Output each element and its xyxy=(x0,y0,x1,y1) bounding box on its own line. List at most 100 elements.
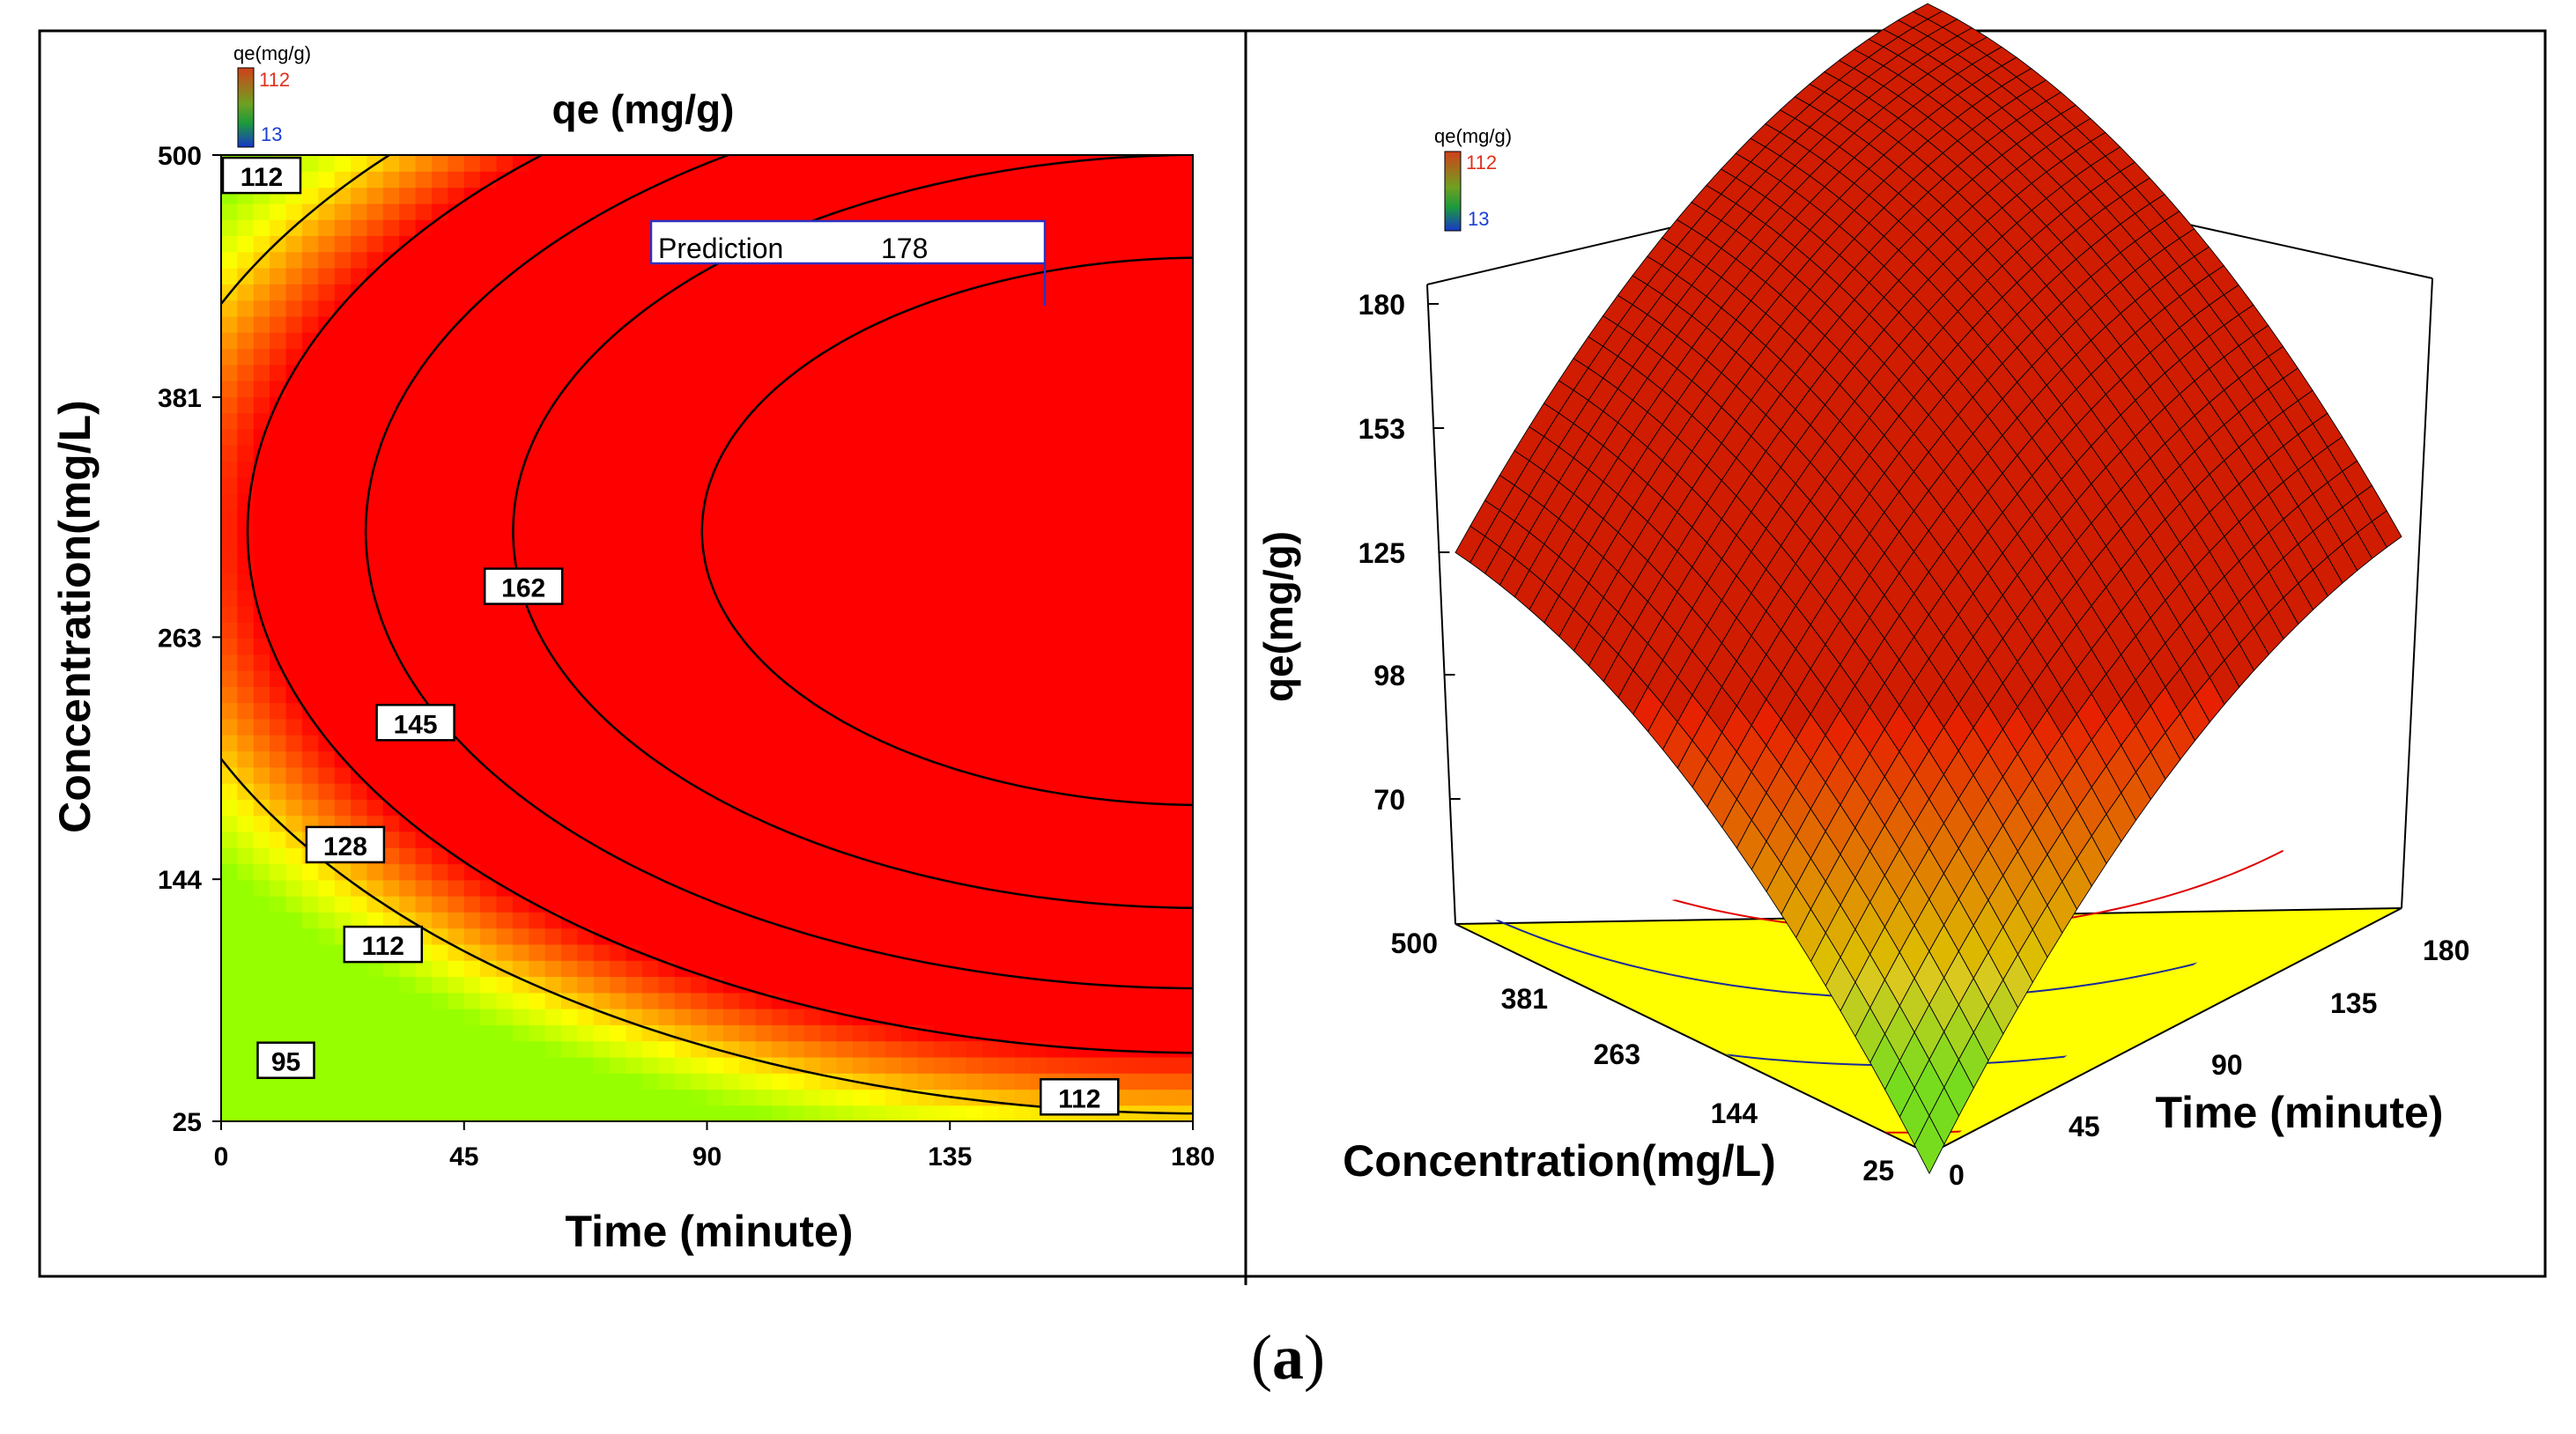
heat-cell xyxy=(917,492,935,510)
heat-cell xyxy=(885,847,902,865)
surface-legend-title: qe(mg/g) xyxy=(1434,125,1512,147)
heat-cell xyxy=(561,573,578,591)
heat-cell xyxy=(982,992,999,1009)
heat-cell xyxy=(998,187,1016,204)
heat-cell xyxy=(529,879,546,897)
heat-cell xyxy=(1095,445,1113,462)
heat-cell xyxy=(334,187,352,204)
heat-cell xyxy=(869,750,886,768)
heat-cell xyxy=(285,268,303,285)
heat-cell xyxy=(382,268,400,285)
heat-cell xyxy=(950,541,967,558)
heat-cell xyxy=(270,1105,287,1121)
heat-cell xyxy=(853,718,870,735)
heat-cell xyxy=(1095,686,1113,704)
heat-cell xyxy=(318,992,336,1009)
heat-cell xyxy=(1160,364,1178,381)
heat-cell xyxy=(561,702,578,720)
heat-cell xyxy=(253,960,270,978)
heat-cell xyxy=(561,315,578,333)
heat-cell xyxy=(463,605,481,623)
heat-cell xyxy=(577,492,595,510)
heat-cell xyxy=(544,171,562,188)
heat-cell xyxy=(432,863,448,881)
heat-cell xyxy=(691,750,708,768)
heat-cell xyxy=(625,509,643,527)
heat-cell xyxy=(853,396,870,414)
heat-cell xyxy=(1144,605,1161,623)
heat-cell xyxy=(448,896,465,913)
heat-cell xyxy=(561,912,578,929)
heat-cell xyxy=(836,1073,854,1090)
heat-cell xyxy=(820,589,838,607)
heat-cell xyxy=(221,219,238,236)
heat-cell xyxy=(982,332,999,349)
heat-cell xyxy=(496,396,514,414)
heat-cell xyxy=(301,445,319,462)
heat-cell xyxy=(755,268,773,285)
heat-cell xyxy=(836,477,854,494)
heat-cell xyxy=(529,766,546,784)
heat-cell xyxy=(593,863,611,881)
heat-cell xyxy=(674,1040,692,1058)
heat-cell xyxy=(253,799,270,817)
heat-cell xyxy=(982,396,999,414)
heat-cell xyxy=(496,155,514,172)
heat-cell xyxy=(869,364,886,381)
heat-cell xyxy=(221,589,238,607)
heat-cell xyxy=(463,348,481,366)
heat-cell xyxy=(593,251,611,269)
heat-cell xyxy=(642,1056,659,1074)
heat-cell xyxy=(1031,364,1048,381)
heat-cell xyxy=(1176,766,1193,784)
heat-cell xyxy=(1160,412,1178,430)
heat-cell xyxy=(788,315,805,333)
heat-cell xyxy=(803,573,821,591)
heat-cell xyxy=(1014,718,1032,735)
y-axis-label: Concentration(mg/L) xyxy=(50,400,100,833)
heat-cell xyxy=(366,412,384,430)
heat-cell xyxy=(253,750,270,768)
heat-cell xyxy=(463,412,481,430)
heat-cell xyxy=(221,799,238,817)
heat-cell xyxy=(625,203,643,220)
heat-cell xyxy=(966,783,983,800)
heat-cell xyxy=(577,299,595,317)
heat-cell xyxy=(351,638,368,655)
heat-cell xyxy=(998,396,1016,414)
heat-cell xyxy=(610,589,627,607)
heat-cell xyxy=(366,1040,384,1058)
heat-cell xyxy=(901,1009,919,1025)
heat-cell xyxy=(399,364,417,381)
heat-cell xyxy=(1095,589,1113,607)
heat-cell xyxy=(869,783,886,800)
heat-cell xyxy=(318,943,336,961)
heat-cell xyxy=(301,992,319,1009)
heat-cell xyxy=(463,1040,481,1058)
heat-cell xyxy=(399,783,417,800)
heat-cell xyxy=(739,477,757,494)
heat-cell xyxy=(463,815,481,832)
heat-cell xyxy=(432,477,448,494)
heat-cell xyxy=(1128,960,1145,978)
heat-cell xyxy=(1160,348,1178,366)
heat-cell xyxy=(1047,1056,1064,1074)
heat-cell xyxy=(334,332,352,349)
heat-cell xyxy=(803,750,821,768)
heat-cell xyxy=(788,412,805,430)
heat-cell xyxy=(966,268,983,285)
heat-cell xyxy=(739,332,757,349)
heat-cell xyxy=(544,445,562,462)
heat-cell xyxy=(917,815,935,832)
heat-cell xyxy=(788,960,805,978)
heat-cell xyxy=(448,187,465,204)
heat-cell xyxy=(1014,1009,1032,1025)
heat-cell xyxy=(885,268,902,285)
heat-cell xyxy=(950,863,967,881)
heat-cell xyxy=(561,686,578,704)
heat-cell xyxy=(610,735,627,752)
heat-cell xyxy=(982,509,999,527)
heat-cell xyxy=(1047,445,1064,462)
heat-cell xyxy=(351,477,368,494)
heat-cell xyxy=(610,863,627,881)
